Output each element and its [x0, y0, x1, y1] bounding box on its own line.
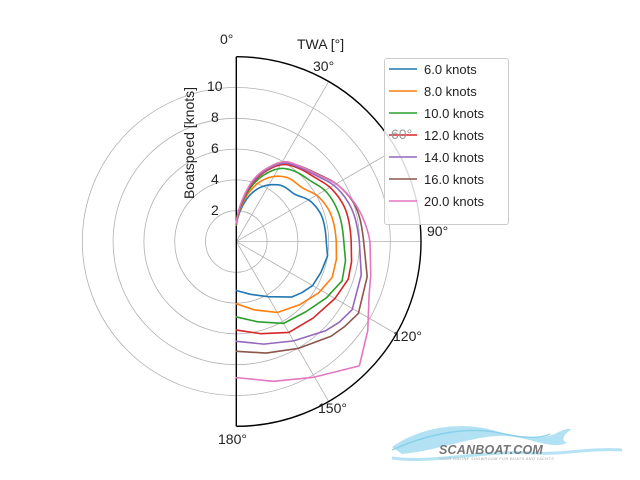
svg-text:SCANBOAT.COM: SCANBOAT.COM [439, 443, 543, 457]
svg-text:YOUR ONLINE SHOWROOM FOR BOATS: YOUR ONLINE SHOWROOM FOR BOATS AND YACHT… [439, 457, 554, 461]
